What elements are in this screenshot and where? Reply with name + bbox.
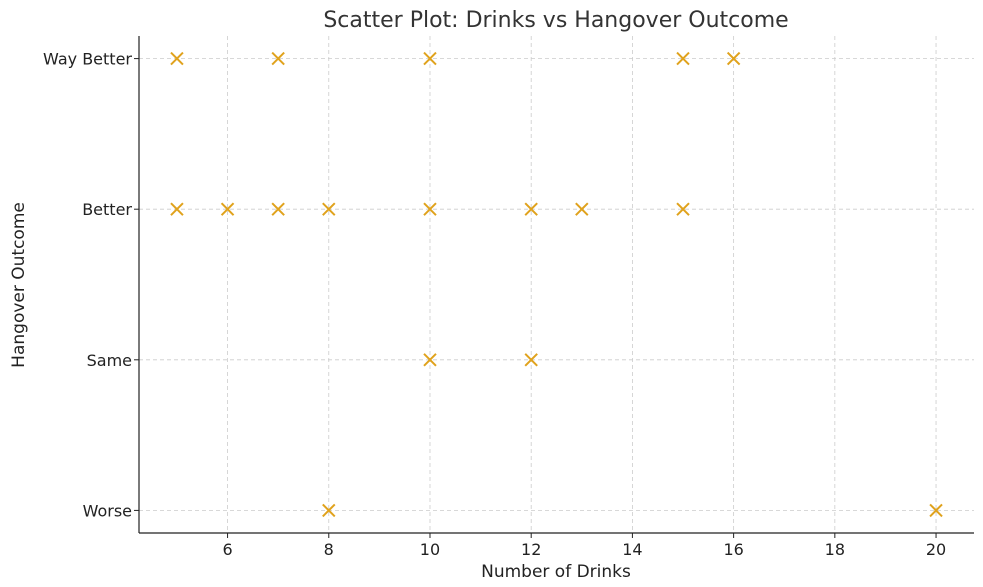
y-tick-label: Better <box>82 200 132 219</box>
data-point <box>575 202 589 216</box>
x-axis-label: Number of Drinks <box>481 562 631 582</box>
chart-title: Scatter Plot: Drinks vs Hangover Outcome <box>323 8 788 33</box>
data-point <box>271 202 285 216</box>
data-point <box>929 503 943 518</box>
data-point <box>322 503 336 518</box>
data-point <box>423 51 437 66</box>
y-axis-label: Hangover Outcome <box>9 202 29 368</box>
x-tick-label: 10 <box>420 540 440 559</box>
axes <box>138 36 974 534</box>
y-tick-label: Way Better <box>43 50 132 69</box>
data-points <box>170 51 943 518</box>
y-tick-label: Worse <box>83 501 132 520</box>
x-tick-label: 14 <box>622 540 642 559</box>
y-tick-label: Same <box>87 351 132 370</box>
data-point <box>524 353 538 367</box>
data-point <box>322 202 336 216</box>
data-point <box>170 202 184 216</box>
data-point <box>170 51 184 66</box>
x-tick-label: 18 <box>825 540 845 559</box>
x-tick-label: 8 <box>324 540 334 559</box>
data-point <box>220 202 235 216</box>
grid <box>139 36 974 533</box>
data-point <box>676 202 690 216</box>
data-point <box>676 51 690 66</box>
x-tick-label: 12 <box>521 540 541 559</box>
data-point <box>423 353 437 367</box>
x-tick-label: 20 <box>926 540 946 559</box>
data-point <box>271 51 285 66</box>
x-tick-label: 6 <box>222 540 232 559</box>
data-point <box>524 202 538 216</box>
x-tick-label: 16 <box>723 540 743 559</box>
data-point <box>423 202 437 216</box>
data-point <box>726 51 741 66</box>
ticks: 6 8 10 12 14 16 18 20 Worse Same Better Way Better <box>43 50 946 559</box>
